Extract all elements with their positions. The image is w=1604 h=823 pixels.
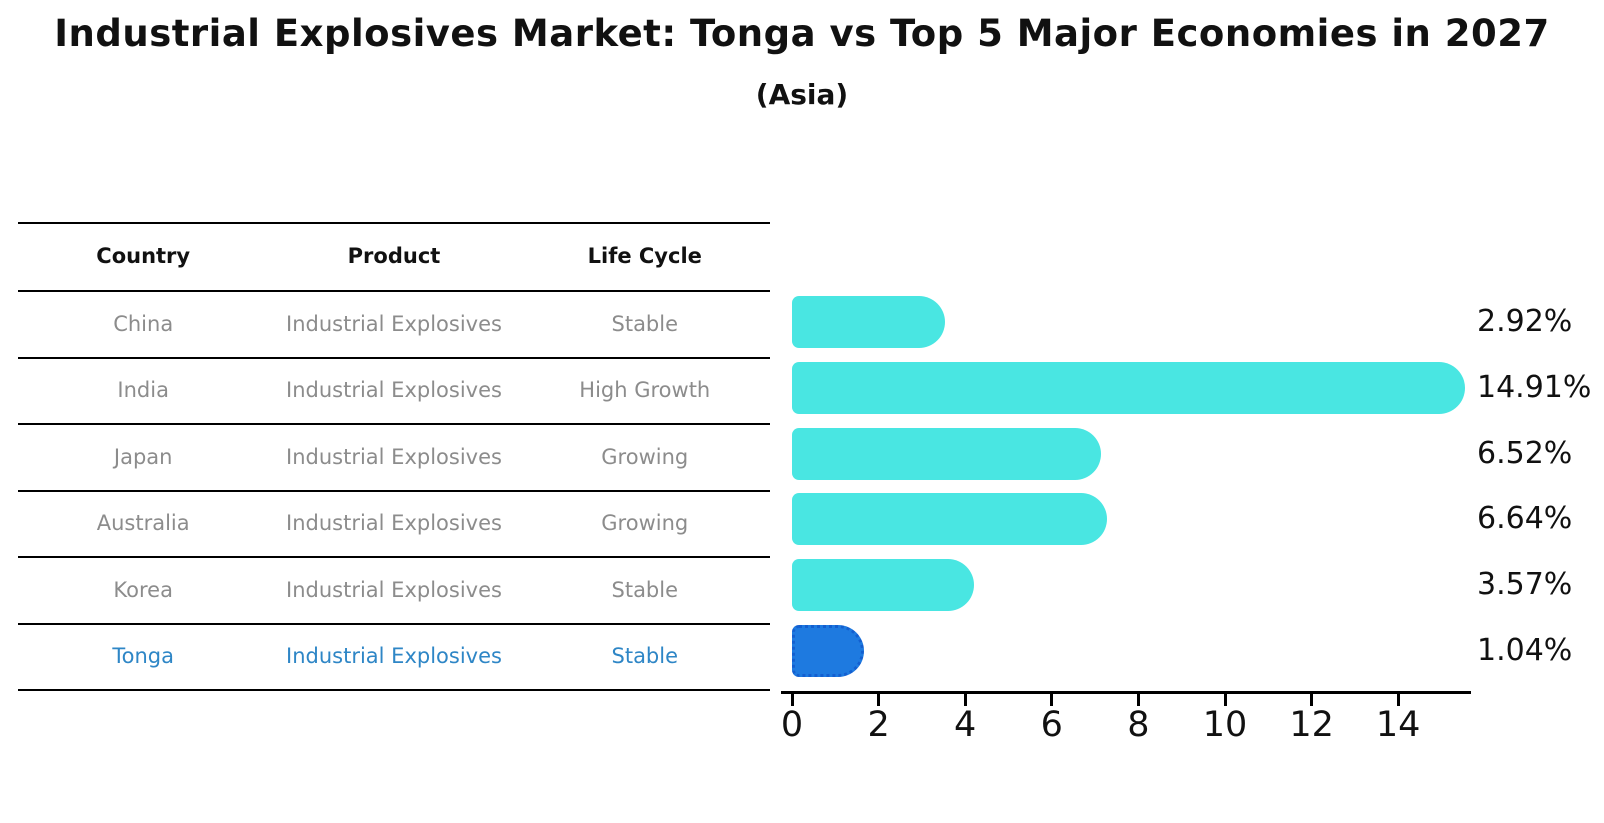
cell-country: Korea: [113, 577, 173, 602]
x-axis-tick: [877, 693, 881, 706]
cell-product: Industrial Explosives: [286, 577, 502, 602]
value-label-china: 2.92%: [1477, 304, 1573, 339]
value-label-australia: 6.64%: [1477, 501, 1573, 537]
country-table: Country Product Life Cycle China Industr…: [18, 222, 770, 691]
x-axis-tick: [1310, 693, 1314, 706]
cell-life-cycle: Growing: [601, 511, 689, 536]
chart-subtitle: (Asia): [755, 78, 849, 111]
table-row: Korea Industrial Explosives Stable: [18, 558, 770, 625]
table-row: India Industrial Explosives High Growth: [18, 359, 770, 425]
x-axis-tick: [790, 693, 794, 706]
x-axis-tick-label: 2: [867, 705, 890, 745]
bar-australia: [792, 493, 1107, 546]
table-row: Tonga Industrial Explosives Stable: [18, 625, 770, 691]
value-label-japan: 6.52%: [1477, 435, 1573, 471]
cell-life-cycle: Stable: [611, 644, 679, 669]
table-row: Japan Industrial Explosives Growing: [18, 425, 770, 492]
x-axis-tick: [1396, 693, 1400, 706]
bar-india: [792, 361, 1465, 414]
x-axis-tick: [1136, 693, 1140, 706]
table-row: Australia Industrial Explosives Growing: [18, 492, 770, 558]
x-axis-tick-label: 14: [1375, 705, 1421, 745]
x-axis-tick-label: 4: [954, 705, 977, 745]
cell-life-cycle: Growing: [601, 444, 689, 469]
x-axis-tick: [1223, 693, 1227, 706]
cell-life-cycle: Stable: [611, 577, 679, 602]
table-row: China Industrial Explosives Stable: [18, 292, 770, 359]
cell-product: Industrial Explosives: [286, 378, 502, 403]
bar-china: [792, 296, 946, 348]
value-label-korea: 3.57%: [1477, 567, 1573, 603]
x-axis-tick-label: 6: [1040, 705, 1063, 745]
cell-product: Industrial Explosives: [286, 444, 502, 469]
col-header-life-cycle: Life Cycle: [587, 244, 702, 269]
chart-title: Industrial Explosives Market: Tonga vs T…: [54, 12, 1550, 55]
x-axis-tick-label: 0: [780, 705, 804, 745]
x-axis-tick-label: 10: [1202, 705, 1248, 745]
col-header-product: Product: [347, 244, 441, 269]
cell-product: Industrial Explosives: [286, 644, 502, 669]
cell-product: Industrial Explosives: [286, 511, 502, 536]
cell-life-cycle: Stable: [611, 311, 679, 336]
cell-country: Tonga: [112, 644, 175, 669]
x-axis-line: [781, 691, 1471, 694]
cell-country: Japan: [113, 444, 173, 469]
value-label-tonga: 1.04%: [1477, 633, 1573, 668]
x-axis-tick: [1050, 693, 1054, 706]
table-body: China Industrial Explosives Stable India…: [18, 292, 770, 691]
cell-country: India: [117, 378, 169, 403]
x-axis-tick: [963, 693, 967, 706]
bar-japan: [792, 427, 1102, 480]
table-header-row: Country Product Life Cycle: [18, 224, 770, 292]
value-label-india: 14.91%: [1477, 369, 1592, 405]
cell-product: Industrial Explosives: [286, 311, 502, 336]
bar-korea: [792, 559, 974, 612]
x-axis-tick-label: 12: [1289, 705, 1334, 745]
bar-tonga: [792, 625, 865, 677]
cell-country: Australia: [96, 511, 190, 536]
cell-life-cycle: High Growth: [579, 378, 711, 403]
x-axis-tick-label: 8: [1127, 705, 1150, 745]
cell-country: China: [113, 311, 174, 336]
col-header-country: Country: [96, 244, 191, 269]
